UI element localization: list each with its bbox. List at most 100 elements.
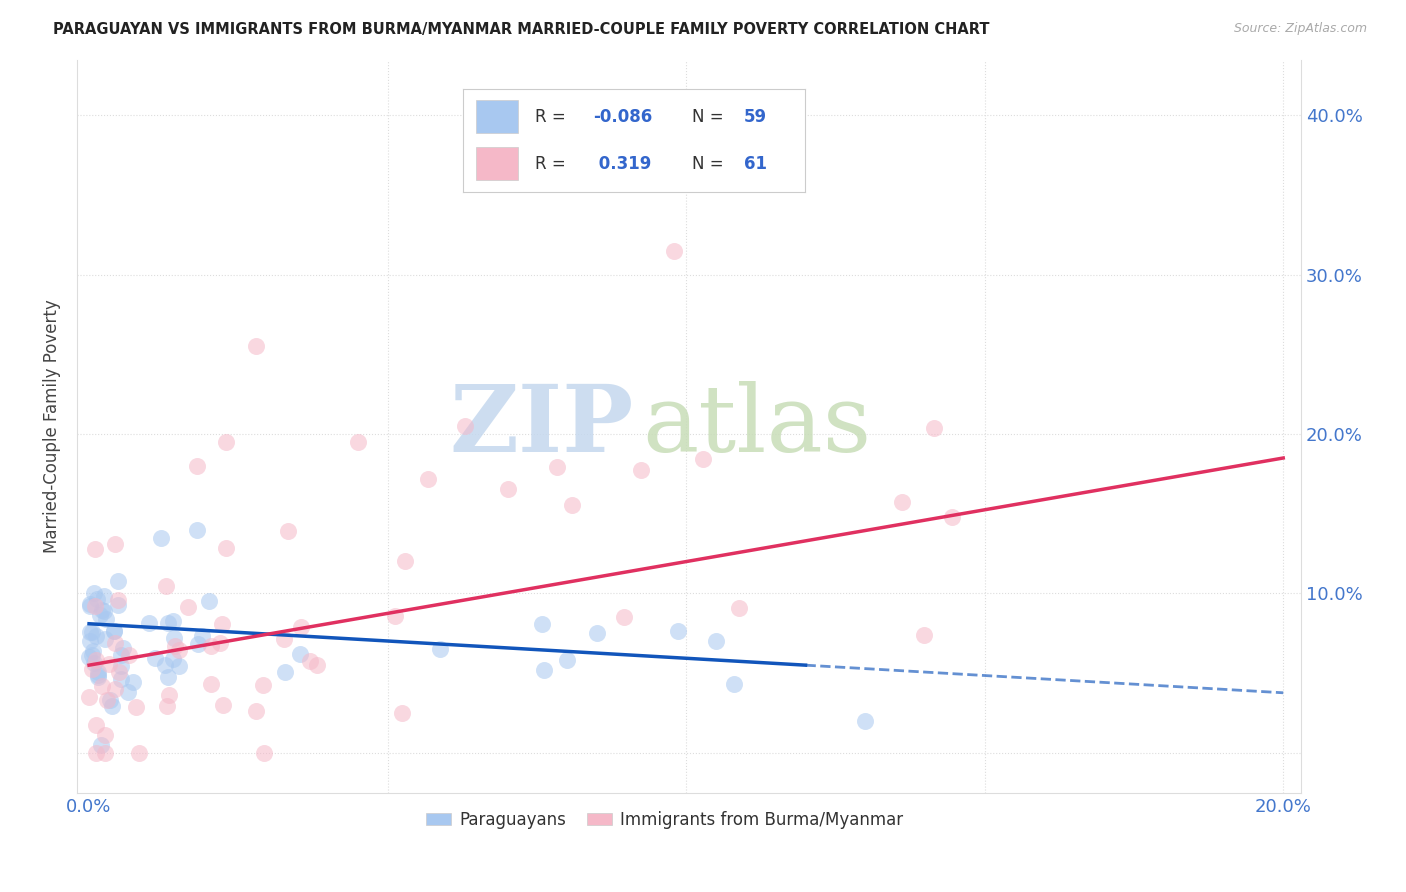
Point	[157, 689, 180, 703]
Point	[253, 746, 276, 760]
Point	[83, 541, 105, 556]
Point	[86, 592, 108, 607]
Point	[664, 244, 686, 258]
Point	[630, 463, 652, 477]
Point	[155, 579, 177, 593]
Point	[531, 616, 554, 631]
Point	[288, 647, 311, 661]
Point	[209, 635, 232, 649]
Point	[922, 420, 945, 434]
Point	[277, 524, 299, 539]
Point	[94, 612, 117, 626]
Point	[245, 704, 267, 718]
Point	[496, 482, 519, 496]
Point	[613, 610, 636, 624]
Point	[692, 451, 714, 466]
Point	[111, 641, 134, 656]
Point	[83, 657, 105, 671]
Point	[212, 698, 235, 712]
Point	[104, 682, 127, 697]
Point	[156, 670, 179, 684]
Point	[191, 629, 214, 643]
Point	[162, 652, 184, 666]
Point	[96, 693, 118, 707]
Point	[94, 632, 117, 646]
Point	[94, 728, 117, 742]
Point	[128, 746, 150, 760]
Point	[86, 746, 108, 760]
Point	[80, 625, 103, 640]
Point	[163, 639, 186, 653]
Point	[167, 659, 190, 673]
Point	[84, 629, 107, 643]
Point	[77, 650, 100, 665]
Point	[125, 700, 148, 714]
Point	[82, 662, 104, 676]
Point	[107, 574, 129, 589]
Point	[156, 698, 179, 713]
Text: atlas: atlas	[643, 381, 872, 471]
Point	[346, 435, 368, 450]
Point	[84, 599, 107, 614]
Point	[98, 693, 121, 707]
Text: ZIP: ZIP	[450, 381, 634, 471]
Legend: Paraguayans, Immigrants from Burma/Myanmar: Paraguayans, Immigrants from Burma/Myanm…	[419, 805, 910, 836]
Point	[91, 679, 114, 693]
Point	[103, 624, 125, 639]
Point	[80, 648, 103, 662]
Point	[104, 635, 127, 649]
Point	[121, 674, 143, 689]
Point	[546, 460, 568, 475]
Point	[79, 625, 101, 640]
Point	[561, 499, 583, 513]
Point	[138, 615, 160, 630]
Point	[666, 624, 689, 638]
Point	[101, 698, 124, 713]
Point	[429, 641, 451, 656]
Point	[117, 684, 139, 698]
Point	[555, 653, 578, 667]
Point	[86, 668, 108, 682]
Point	[200, 677, 222, 691]
Point	[167, 643, 190, 657]
Point	[704, 634, 727, 648]
Point	[156, 615, 179, 630]
Point	[384, 609, 406, 624]
Point	[198, 593, 221, 607]
Point	[273, 632, 295, 646]
Point	[79, 597, 101, 611]
Point	[79, 599, 101, 614]
Point	[107, 598, 129, 612]
Point	[727, 601, 749, 615]
Point	[394, 553, 416, 567]
Point	[215, 541, 238, 555]
Point	[585, 626, 607, 640]
Point	[86, 718, 108, 732]
Point	[187, 638, 209, 652]
Text: Source: ZipAtlas.com: Source: ZipAtlas.com	[1233, 22, 1367, 36]
Point	[83, 586, 105, 600]
Point	[107, 592, 129, 607]
Point	[890, 494, 912, 508]
Point	[245, 339, 267, 353]
Point	[84, 653, 107, 667]
Point	[82, 644, 104, 658]
Point	[215, 435, 238, 450]
Point	[153, 658, 176, 673]
Point	[93, 589, 115, 603]
Point	[853, 714, 876, 728]
Point	[912, 628, 935, 642]
Point	[941, 510, 963, 524]
Point	[110, 672, 132, 686]
Point	[89, 608, 111, 623]
Point	[274, 665, 297, 679]
Point	[454, 419, 477, 434]
Point	[162, 614, 184, 628]
Point	[90, 603, 112, 617]
Point	[110, 658, 132, 673]
Point	[77, 690, 100, 705]
Point	[110, 648, 132, 662]
Text: PARAGUAYAN VS IMMIGRANTS FROM BURMA/MYANMAR MARRIED-COUPLE FAMILY POVERTY CORREL: PARAGUAYAN VS IMMIGRANTS FROM BURMA/MYAN…	[53, 22, 990, 37]
Point	[103, 624, 125, 639]
Point	[79, 634, 101, 648]
